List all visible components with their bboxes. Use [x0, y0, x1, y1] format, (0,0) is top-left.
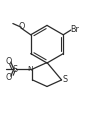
Text: Br: Br: [71, 25, 79, 34]
Text: S: S: [12, 65, 17, 74]
Text: O: O: [6, 57, 12, 66]
Text: N: N: [28, 66, 33, 72]
Text: S: S: [62, 75, 67, 84]
Text: O: O: [6, 73, 12, 82]
Text: O: O: [18, 22, 25, 31]
